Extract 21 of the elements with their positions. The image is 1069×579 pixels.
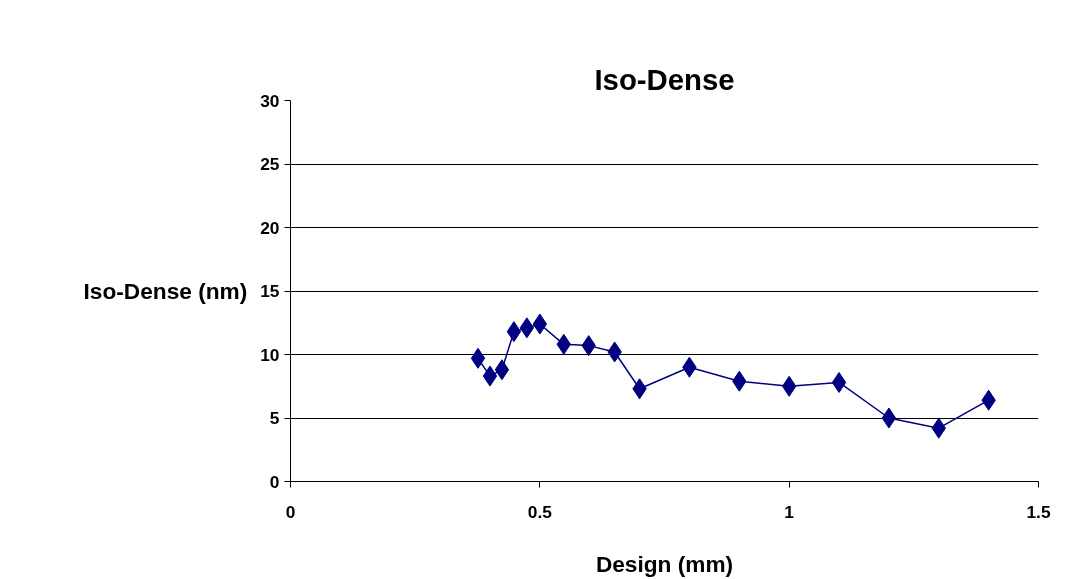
y-tick-label: 5 [269,408,280,428]
x-tick-label: 0.5 [527,501,553,522]
y-tick-label: 20 [260,217,280,238]
point [482,365,498,387]
point [831,371,847,393]
x-axis-title: Design (mm) [595,550,734,577]
point [506,321,522,343]
y-tick-label: 15 [260,281,280,301]
y-tick-label: 10 [260,344,280,365]
y-tick-label: 30 [260,90,280,111]
y-axis-title: Iso-Dense (nm) [83,278,248,304]
y-tick-label: 0 [269,471,280,492]
chart-title: Iso-Dense [594,62,735,96]
x-tick-label: 1.5 [1026,501,1051,522]
y-tick-label: 25 [260,154,280,174]
x-tick-label: 1 [784,501,795,522]
point [494,359,510,381]
x-tick-label: 0 [285,501,296,522]
point [519,317,535,339]
point [881,407,897,429]
point [470,347,486,369]
